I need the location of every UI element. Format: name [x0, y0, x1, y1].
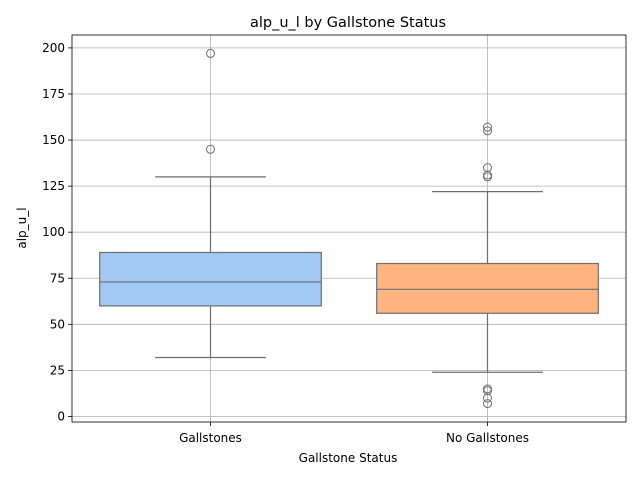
grid-layer	[72, 35, 626, 422]
plot-frame	[71, 34, 627, 423]
chart-title: alp_u_l by Gallstone Status	[250, 15, 446, 31]
x-tick-label: No Gallstones	[446, 431, 529, 445]
x-tick-label: Gallstones	[179, 431, 242, 445]
y-tick-label: 150	[42, 133, 65, 147]
y-tick-label: 0	[57, 409, 65, 423]
y-tick-label: 100	[42, 225, 65, 239]
y-tick-label: 75	[50, 271, 65, 285]
y-axis-label: alp_u_l	[15, 207, 29, 248]
y-tick-label: 50	[50, 317, 65, 331]
outlier-point	[206, 48, 215, 58]
outlier-point	[483, 126, 492, 136]
outlier-point	[206, 144, 215, 154]
outlier-point	[483, 163, 492, 173]
box	[99, 251, 322, 307]
y-tick-label: 25	[50, 363, 65, 377]
y-tick-label: 125	[42, 179, 65, 193]
x-axis-label: Gallstone Status	[299, 451, 398, 465]
box-layer	[99, 48, 599, 409]
y-tick-label: 175	[42, 87, 65, 101]
axis-layer: 0 25 50 75 100 125 150 175 200 Gallstones No Galls…	[42, 41, 529, 445]
outlier-point	[483, 399, 492, 409]
outlier-point	[483, 384, 492, 394]
box-group	[376, 122, 599, 409]
box-group	[99, 48, 322, 359]
y-tick-label: 200	[42, 41, 65, 55]
outlier-point	[483, 393, 492, 403]
outlier-point	[483, 122, 492, 132]
box	[376, 262, 599, 314]
outlier-point	[483, 170, 492, 180]
